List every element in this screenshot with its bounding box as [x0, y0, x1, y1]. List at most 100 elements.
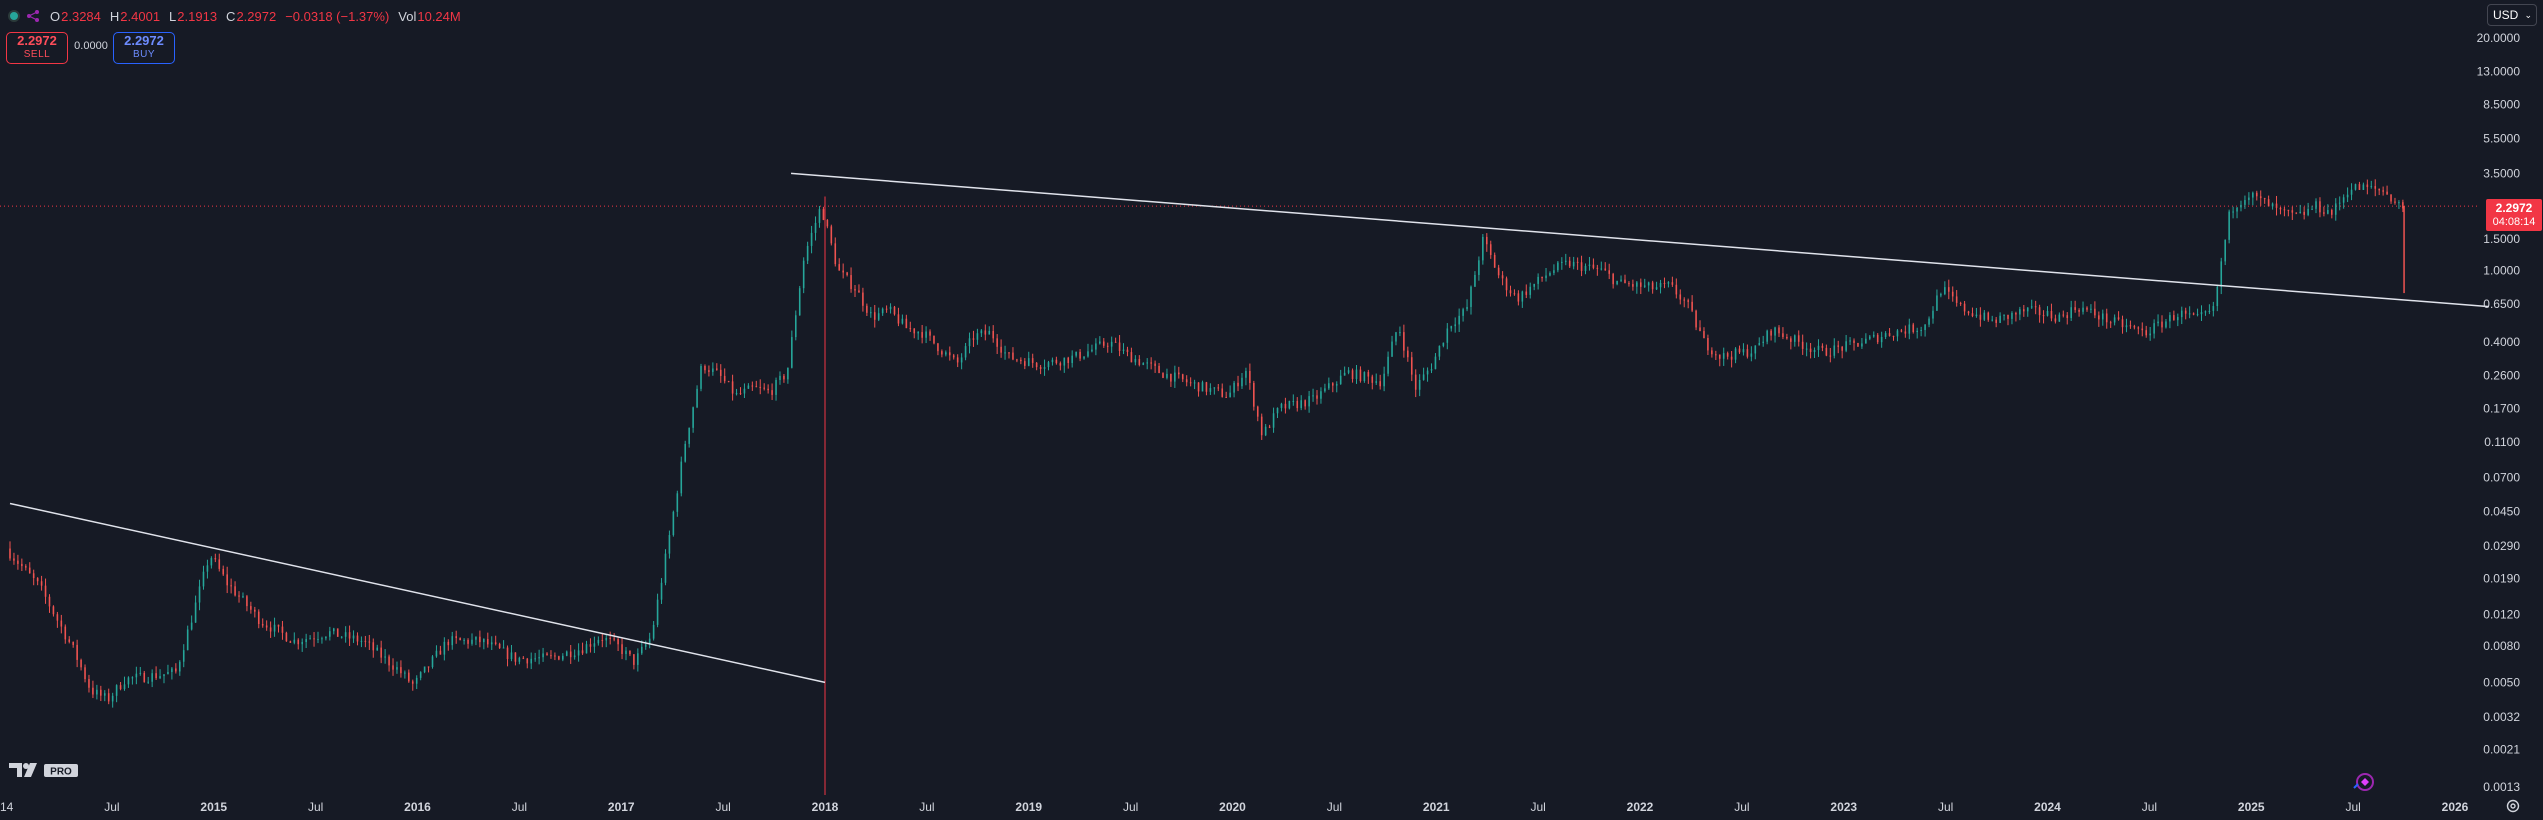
buy-button[interactable]: 2.2972 BUY — [113, 32, 175, 64]
candle-body — [435, 650, 438, 657]
candle-body — [1150, 362, 1152, 364]
candle-body — [1391, 341, 1393, 357]
candle-body — [285, 632, 288, 642]
candle-body — [107, 693, 110, 702]
candle-body — [198, 586, 201, 603]
candle-body — [1430, 369, 1433, 371]
candle-body — [984, 330, 987, 335]
candle-body — [1797, 335, 1800, 342]
candle-body — [664, 553, 667, 583]
trendline — [9, 502, 826, 684]
candle-body — [1008, 352, 1010, 354]
candle-body — [538, 657, 540, 659]
candle-body — [834, 243, 837, 265]
candle-body — [1213, 387, 1216, 389]
candle-body — [2026, 307, 2029, 312]
ohlc-key: H — [109, 8, 120, 24]
trendline — [790, 172, 2490, 308]
candle-body — [2109, 322, 2112, 324]
candle-body — [1462, 309, 1464, 316]
candle-body — [408, 672, 410, 682]
candle-body — [1632, 284, 1634, 287]
candle-body — [447, 641, 450, 646]
candle-body — [1371, 376, 1374, 383]
trendlines[interactable] — [9, 172, 2490, 684]
candle-body — [1288, 400, 1291, 409]
sell-button[interactable]: 2.2972 SELL — [6, 32, 68, 64]
candle-body — [605, 637, 608, 641]
candle-body — [1624, 279, 1626, 284]
candle-body — [1872, 334, 1875, 337]
candle-body — [2113, 317, 2116, 323]
candle-body — [617, 639, 619, 645]
candle-body — [360, 640, 363, 642]
candle-body — [1718, 354, 1721, 359]
candle-body — [1233, 382, 1235, 393]
candle-body — [1821, 345, 1824, 348]
candle-body — [1509, 290, 1512, 294]
candle-body — [1533, 283, 1535, 287]
candle-body — [1454, 324, 1457, 327]
candle-body — [1478, 260, 1480, 275]
candle-body — [1955, 296, 1958, 303]
candle-body — [479, 636, 481, 643]
candle-body — [163, 674, 165, 677]
candle-body — [913, 328, 916, 334]
sell-label: SELL — [23, 49, 51, 60]
candle-body — [1450, 326, 1453, 329]
candle-body — [455, 636, 457, 639]
price-axis[interactable]: 20.0000 13.0000 8.5000 5.5000 3.5000 1.5000 1.… — [2477, 31, 2521, 794]
candle-body — [2366, 184, 2369, 188]
share-icon[interactable] — [26, 9, 40, 23]
dot-icon[interactable] — [8, 10, 20, 22]
candle-body — [629, 650, 631, 655]
candle-body — [945, 352, 947, 355]
candle-body — [2307, 208, 2309, 215]
candle-body — [2137, 327, 2140, 329]
candle-body — [1272, 413, 1275, 428]
candle-body — [186, 629, 189, 651]
candle-body — [396, 667, 398, 670]
candle-body — [1367, 372, 1370, 377]
candle-body — [143, 672, 146, 683]
currency-selector[interactable]: USD ⌄ — [2487, 4, 2537, 26]
x-tick-label: 2024 — [2034, 800, 2061, 814]
candle-body — [2271, 203, 2274, 207]
time-axis[interactable]: 14 Jul 2015 Jul 2016 Jul 2017 Jul 2018 Jul 2019 Jul… — [0, 800, 2469, 814]
candle-body — [24, 566, 27, 568]
candle-body — [2208, 310, 2211, 312]
candle-body — [498, 643, 501, 649]
replay-icon[interactable] — [2352, 770, 2376, 794]
candle-body — [309, 638, 311, 640]
candle-body — [2259, 196, 2262, 199]
candle-body — [1489, 244, 1492, 255]
candle-body — [518, 657, 521, 662]
candle-body — [2299, 211, 2302, 214]
x-tick-label: 14 — [0, 800, 14, 814]
candle-body — [1541, 276, 1543, 279]
candle-body — [1418, 379, 1421, 390]
candle-body — [1158, 365, 1160, 373]
candle-body — [933, 335, 935, 344]
candle-body — [127, 677, 130, 685]
candle-body — [558, 656, 560, 660]
candle-body — [1079, 351, 1081, 359]
candle-body — [708, 370, 710, 372]
candle-body — [404, 672, 406, 674]
candle-body — [1545, 275, 1547, 279]
candle-body — [1031, 358, 1034, 363]
tv-logo-icon[interactable]: PRO — [8, 761, 80, 779]
candle-body — [1403, 332, 1405, 351]
candle-body — [2346, 194, 2349, 198]
x-tick-label: 2019 — [1015, 800, 1042, 814]
candle-body — [1470, 286, 1472, 307]
candle-body — [637, 653, 639, 665]
candle-body — [1039, 367, 1042, 369]
candle-body — [1572, 261, 1575, 267]
gear-icon[interactable] — [2505, 798, 2521, 814]
candle-body — [1592, 264, 1595, 268]
candle-body — [250, 606, 252, 610]
candle-body — [206, 565, 209, 572]
candle-body — [2319, 201, 2321, 213]
